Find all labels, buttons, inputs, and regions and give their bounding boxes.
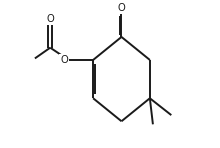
Text: O: O [60, 55, 68, 65]
Text: O: O [46, 14, 54, 24]
Text: O: O [118, 3, 125, 13]
